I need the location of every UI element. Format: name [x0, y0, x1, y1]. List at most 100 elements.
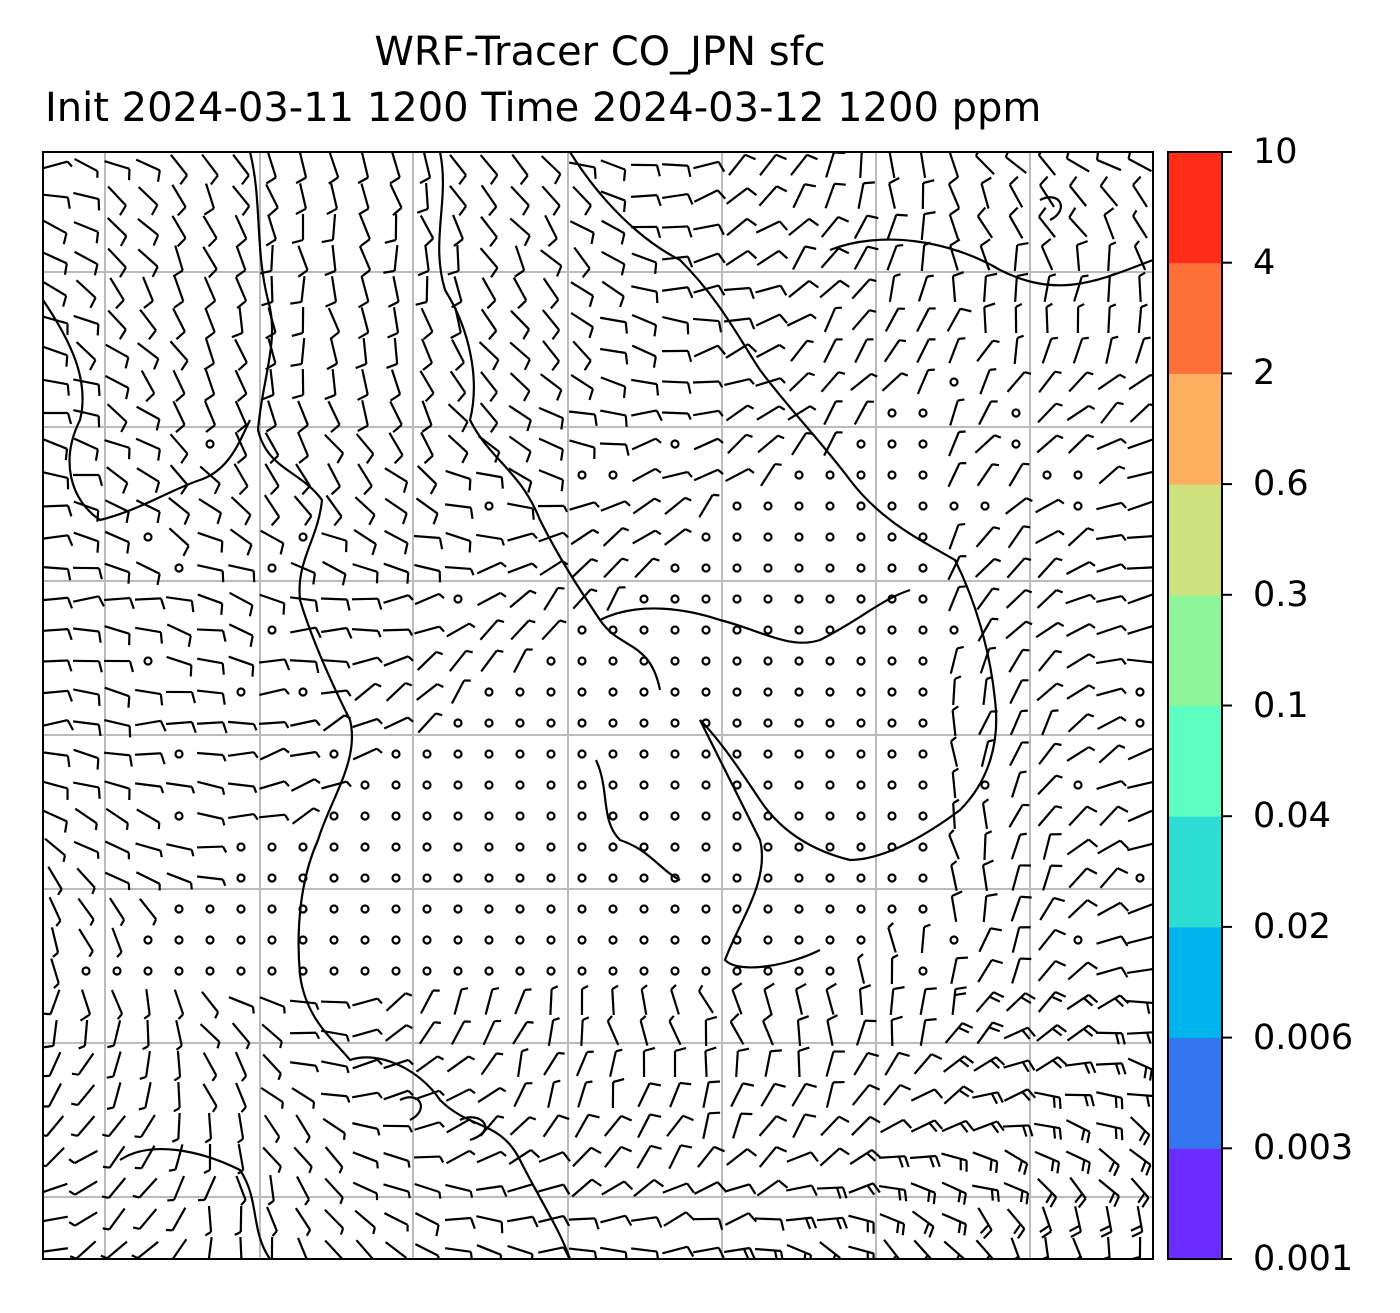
wind-barb — [43, 780, 69, 800]
wind-barb — [1067, 527, 1095, 547]
calm-marker — [608, 749, 618, 759]
wind-barb — [508, 404, 532, 432]
wind-barb — [606, 586, 626, 612]
calm-marker — [360, 873, 370, 883]
wind-barb — [104, 780, 131, 801]
calm-marker — [577, 811, 587, 821]
wind-barb — [107, 1020, 122, 1049]
wind-barb — [72, 720, 102, 737]
wind-barb — [600, 376, 627, 399]
wind-barb — [1009, 709, 1028, 736]
colorbar-segment — [1168, 1148, 1222, 1260]
wind-barb — [234, 1205, 243, 1236]
wind-barb — [980, 176, 992, 209]
wind-barb — [264, 463, 280, 496]
wind-barb — [979, 238, 991, 271]
wind-barb — [414, 1121, 445, 1131]
wind-barb — [234, 431, 248, 464]
wind-barb — [327, 307, 341, 340]
wind-barb — [1126, 968, 1153, 974]
wind-barb — [693, 223, 725, 236]
wind-barb — [104, 499, 130, 524]
wind-barb — [477, 591, 507, 607]
wind-barb — [320, 689, 352, 697]
wind-barb — [910, 1088, 944, 1102]
wind-barb — [1069, 1176, 1087, 1209]
wind-barb — [414, 592, 445, 606]
wind-barb — [418, 1021, 442, 1045]
wind-barb — [724, 467, 755, 483]
calm-marker — [546, 842, 556, 852]
calm-marker — [949, 935, 959, 945]
wind-barb — [910, 1119, 944, 1133]
wind-barb — [321, 532, 348, 553]
calm-marker — [794, 470, 804, 480]
calm-marker — [577, 842, 587, 852]
calm-marker — [453, 749, 463, 759]
calm-marker — [887, 532, 897, 542]
calm-marker — [577, 625, 587, 635]
calm-marker — [577, 935, 587, 945]
coastline-river-delta — [595, 759, 681, 881]
wind-barb — [762, 1013, 774, 1046]
wind-barb — [414, 625, 445, 635]
calm-marker — [763, 625, 773, 635]
wind-barb — [1065, 593, 1096, 605]
calm-marker — [825, 749, 835, 759]
wind-barb — [387, 306, 400, 339]
calm-marker — [670, 904, 680, 914]
calm-marker — [205, 904, 215, 914]
wind-barb — [979, 368, 997, 395]
wind-barb — [942, 1055, 975, 1073]
wind-barb — [104, 375, 130, 400]
calm-marker — [701, 656, 711, 666]
wind-barb — [976, 463, 1000, 487]
calm-marker — [1011, 439, 1021, 449]
wind-barb — [291, 368, 305, 400]
wind-barb — [725, 249, 758, 267]
wind-barb — [417, 712, 443, 734]
calm-marker — [918, 966, 928, 976]
calm-marker — [174, 811, 184, 821]
wind-barb — [196, 845, 228, 853]
wind-barb — [1068, 805, 1098, 827]
wind-barb — [634, 557, 660, 579]
calm-marker — [639, 749, 649, 759]
wind-barb — [1127, 842, 1153, 852]
wind-barb — [262, 1146, 282, 1174]
wind-barb — [878, 1184, 908, 1202]
calm-marker — [515, 718, 525, 728]
wind-barb — [258, 658, 291, 671]
wind-barb — [102, 1207, 126, 1231]
calm-marker — [143, 966, 153, 976]
calm-marker — [391, 873, 401, 883]
calm-marker — [236, 873, 246, 883]
wind-barb — [479, 402, 499, 433]
wind-barb — [1042, 833, 1062, 860]
wind-barb — [538, 469, 565, 492]
wind-barb — [974, 152, 995, 176]
colorbar-segment — [1168, 926, 1222, 1039]
calm-marker — [918, 718, 928, 728]
calm-marker — [236, 687, 246, 697]
calm-marker — [887, 780, 897, 790]
wind-barb — [1013, 334, 1024, 365]
wind-barb — [601, 219, 626, 245]
wind-barb — [1075, 240, 1088, 272]
wind-barb — [569, 220, 595, 245]
chart-subtitle: Init 2024-03-11 1200 Time 2024-03-12 120… — [45, 85, 1042, 131]
calm-marker — [670, 687, 680, 697]
wind-barb — [265, 214, 277, 247]
colorbar — [1167, 151, 1232, 1260]
wind-barb — [948, 152, 960, 178]
wind-barb — [227, 782, 258, 794]
wind-barb — [920, 923, 931, 954]
wind-barb — [414, 1243, 440, 1259]
wind-barb — [819, 1147, 850, 1167]
wind-barb — [43, 281, 68, 307]
calm-marker — [732, 935, 742, 945]
calm-marker — [701, 687, 711, 697]
wind-barb — [543, 586, 565, 611]
wind-barb — [263, 494, 281, 527]
calm-marker — [918, 749, 928, 759]
